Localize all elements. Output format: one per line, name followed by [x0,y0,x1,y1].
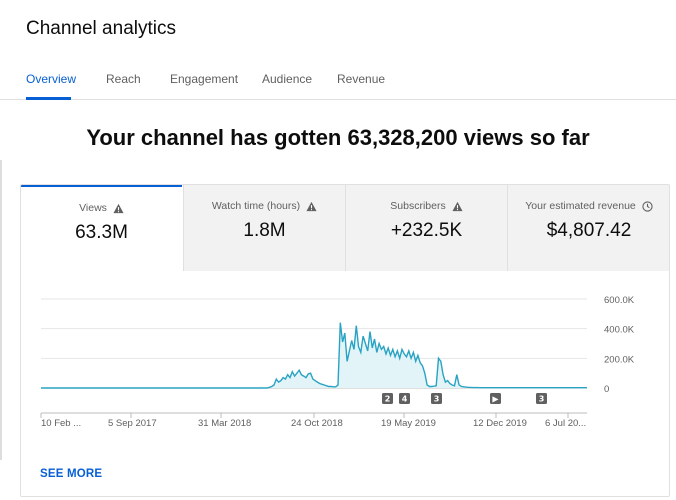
views-chart: 600.0K 400.0K 200.0K 0 10 Feb ... 5 Sep 2017 3… [40,295,635,429]
timeline-marker [431,393,442,404]
tab-bar: Overview Reach Engagement Audience Reven… [0,62,676,100]
y-tick-label: 400.0K [604,325,635,336]
tab-reach[interactable]: Reach [106,72,141,86]
series-area [41,322,587,388]
y-tick-label: 600.0K [604,295,635,306]
views-headline: Your channel has gotten 63,328,200 views… [86,125,590,150]
warning-icon [306,201,317,211]
tab-revenue[interactable]: Revenue [337,72,386,86]
metric-value: $4,807.42 [546,220,632,241]
x-tick-label: 24 Oct 2018 [291,418,343,429]
warning-icon [452,201,463,211]
timeline-marker-label: ▶ [492,395,499,404]
tab-audience[interactable]: Audience [262,72,313,86]
timeline-marker-label: 3 [434,395,440,404]
metric-value: 1.8M [243,220,286,241]
series-line [41,322,587,389]
metric-watch-time[interactable]: Watch time (hours) 1.8M [183,185,345,271]
x-tick-label: 31 Mar 2018 [198,418,251,429]
tab-overview[interactable]: Overview [26,72,77,86]
analytics-card: Views 63.3M Watch time (hours) 1.8M Subs… [20,184,670,497]
x-tick-label: 19 May 2019 [381,418,436,429]
metric-subscribers[interactable]: Subscribers +232.5K [345,185,507,271]
x-tick-label: 12 Dec 2019 [473,418,527,429]
clock-icon [642,200,653,212]
metric-label: Watch time (hours) [211,200,301,212]
timeline-marker [399,393,410,404]
page-title: Channel analytics [26,18,176,39]
x-tick-label: 5 Sep 2017 [108,418,157,429]
y-tick-label: 0 [604,384,609,395]
tab-engagement[interactable]: Engagement [170,72,239,86]
y-tick-label: 200.0K [604,354,635,365]
x-tick-label: 10 Feb ... [41,418,81,429]
timeline-marker-label: 4 [402,395,408,404]
timeline-marker-label: 2 [385,395,391,404]
see-more-link[interactable]: SEE MORE [40,468,103,480]
timeline-marker [490,393,501,404]
metric-label: Views [79,202,107,214]
warning-icon [113,203,124,213]
metric-revenue[interactable]: Your estimated revenue $4,807.42 [507,185,669,271]
timeline-marker [382,393,393,404]
metric-views[interactable]: Views 63.3M [21,185,182,271]
x-tick-label: 6 Jul 20... [545,418,586,429]
timeline-marker-label: 3 [539,395,545,404]
metric-label: Your estimated revenue [525,200,636,212]
metric-tabs: Views 63.3M Watch time (hours) 1.8M Subs… [21,185,669,271]
active-tab-indicator [26,97,71,100]
metric-value: 63.3M [75,222,128,243]
metric-label: Subscribers [390,200,446,212]
metric-value: +232.5K [390,220,463,241]
timeline-marker [536,393,547,404]
left-edge-divider [0,160,2,460]
